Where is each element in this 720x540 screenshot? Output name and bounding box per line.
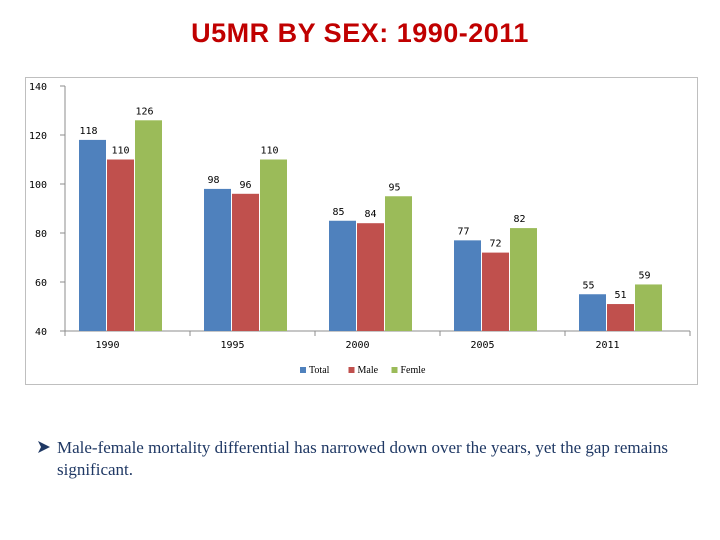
data-label: 95 (388, 182, 400, 193)
bar-femle (135, 120, 162, 331)
legend-swatch-total (300, 367, 306, 373)
x-tick-label: 2000 (345, 340, 369, 351)
bar-total (579, 294, 606, 331)
x-tick-label: 2005 (470, 340, 494, 351)
bar-total (454, 240, 481, 331)
bar-femle (260, 159, 287, 331)
y-tick-label: 40 (35, 327, 47, 338)
bar-male (107, 159, 134, 331)
bar-chart: 40 60 80 100 120 140 118 110 126 1990 98 96 110 1995 8… (29, 82, 691, 376)
data-label: 126 (135, 106, 153, 117)
y-tick-label: 60 (35, 278, 47, 289)
legend-swatch-male (348, 367, 355, 373)
data-label: 110 (111, 146, 129, 157)
bar-male (482, 252, 509, 331)
legend-label: Male (358, 365, 379, 376)
bar-male (607, 304, 634, 331)
y-tick-label: 80 (35, 229, 47, 240)
y-tick-label: 140 (29, 82, 47, 93)
data-label: 96 (239, 180, 251, 191)
legend-label: Femle (401, 365, 427, 376)
bar-male (357, 223, 384, 331)
y-tick-label: 120 (29, 131, 47, 142)
caption-text: Male-female mortality differential has n… (57, 438, 668, 479)
bar-femle (510, 228, 537, 331)
bar-femle (635, 284, 662, 331)
data-label: 77 (457, 226, 469, 237)
x-tick-label: 1990 (95, 340, 119, 351)
data-label: 110 (260, 146, 278, 157)
slide-title: U5MR BY SEX: 1990-2011 (191, 18, 529, 48)
data-label: 84 (364, 209, 376, 220)
data-label: 118 (79, 126, 97, 137)
x-tick-label: 1995 (220, 340, 244, 351)
data-label: 59 (638, 270, 650, 281)
bar-total (329, 220, 356, 331)
bar-male (232, 193, 259, 331)
data-label: 98 (207, 175, 219, 186)
bar-total (79, 139, 106, 331)
arrow-bullet-icon (38, 441, 50, 453)
x-tick-label: 2011 (595, 340, 619, 351)
data-label: 51 (614, 290, 626, 301)
data-label: 82 (513, 214, 525, 225)
data-label: 85 (332, 207, 344, 218)
data-label: 72 (489, 239, 501, 250)
bar-femle (385, 196, 412, 331)
legend-swatch-femle (391, 367, 398, 373)
caption: Male-female mortality differential has n… (35, 437, 705, 481)
data-label: 55 (582, 280, 594, 291)
legend-label: Total (309, 365, 330, 376)
bar-total (204, 188, 231, 331)
y-tick-label: 100 (29, 180, 47, 191)
